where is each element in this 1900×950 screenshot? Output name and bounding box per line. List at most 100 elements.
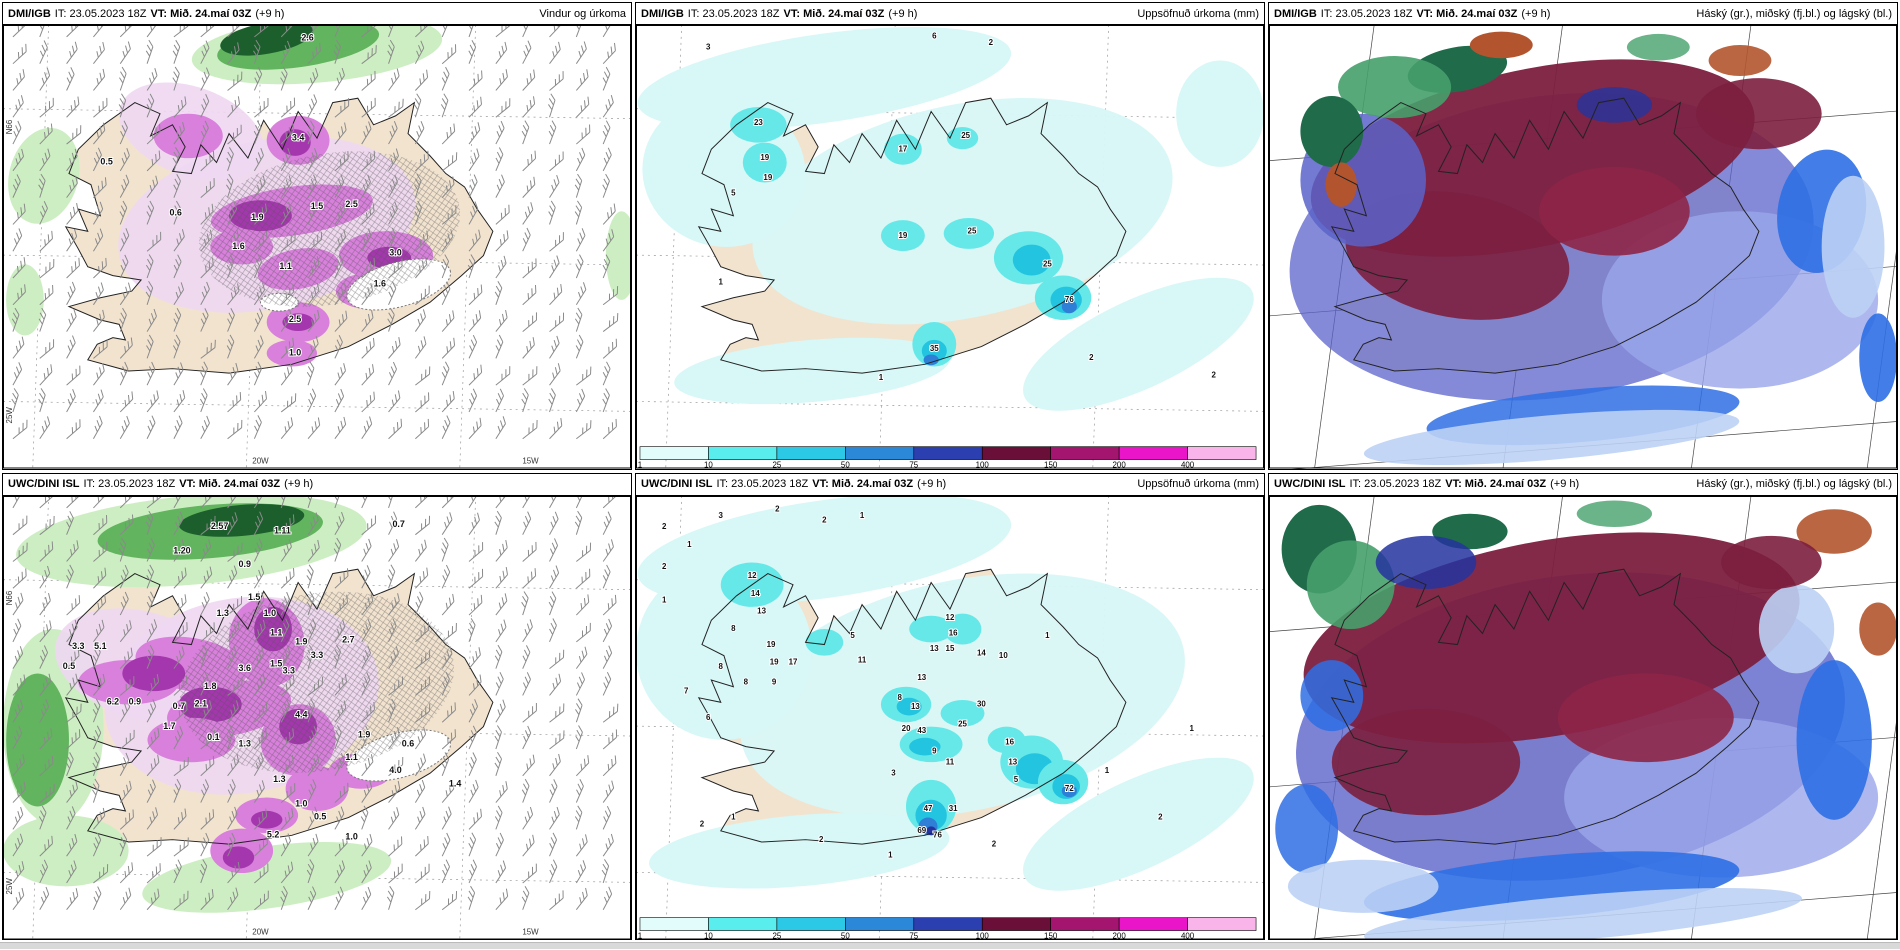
axis-labels: N66 25W 20W 15W bbox=[5, 119, 539, 465]
svg-text:8: 8 bbox=[744, 677, 749, 686]
svg-text:8: 8 bbox=[731, 624, 736, 633]
svg-text:1.11: 1.11 bbox=[274, 525, 291, 535]
coastline bbox=[1330, 568, 1760, 845]
svg-text:9: 9 bbox=[772, 677, 777, 686]
svg-text:5: 5 bbox=[850, 630, 855, 639]
svg-text:N66: N66 bbox=[5, 119, 14, 134]
run-info: UWC/DINI ISL IT: 23.05.2023 18Z VT: Mið. 2… bbox=[1274, 478, 1579, 490]
svg-text:2: 2 bbox=[822, 515, 827, 524]
svg-text:8: 8 bbox=[719, 661, 724, 670]
svg-text:1.4: 1.4 bbox=[449, 778, 461, 788]
svg-text:1.20: 1.20 bbox=[173, 545, 190, 555]
svg-text:1: 1 bbox=[879, 373, 884, 382]
valid-time: VT: Mið. 24.maí 03Z bbox=[179, 478, 281, 490]
coastline bbox=[697, 568, 1127, 845]
map-frame bbox=[3, 25, 631, 469]
svg-text:2: 2 bbox=[700, 819, 705, 828]
svg-text:25: 25 bbox=[1043, 260, 1052, 269]
svg-text:2.57: 2.57 bbox=[211, 521, 228, 531]
svg-text:3.4: 3.4 bbox=[292, 132, 304, 142]
map-frame bbox=[3, 495, 631, 939]
run-info: DMI/IGB IT: 23.05.2023 18Z VT: Mið. 24.maí… bbox=[1274, 8, 1550, 20]
map-frame bbox=[1269, 495, 1897, 939]
colorbar: 1 10 25 50 75 100 150 200 400 bbox=[638, 916, 1257, 939]
map-area: 2.57 1.11 0.7 1.20 0.9 1.5 1.3 1.0 1.1 1.9 2.7 3.3 1… bbox=[3, 495, 631, 939]
svg-text:3: 3 bbox=[891, 768, 896, 777]
svg-text:0.9: 0.9 bbox=[129, 696, 141, 706]
svg-text:4.4: 4.4 bbox=[295, 709, 307, 719]
panel-header: UWC/DINI ISL IT: 23.05.2023 18Z VT: Mið. 2… bbox=[1269, 474, 1897, 496]
svg-text:200: 200 bbox=[1113, 931, 1127, 939]
svg-text:0.7: 0.7 bbox=[173, 700, 185, 710]
value-labels: 2.6 3.4 0.5 0.6 1.9 1.5 2.5 1.6 1.1 3.0 1.6 2.5 1.0 bbox=[99, 31, 402, 358]
valid-time: VT: Mið. 24.maí 03Z bbox=[1445, 478, 1547, 490]
svg-text:100: 100 bbox=[976, 461, 990, 469]
svg-text:1: 1 bbox=[731, 812, 736, 821]
svg-text:1: 1 bbox=[662, 595, 667, 604]
run-info: DMI/IGB IT: 23.05.2023 18Z VT: Mið. 24.maí… bbox=[641, 8, 917, 20]
axis-labels: N66 25W 20W 15W bbox=[5, 590, 539, 936]
run-info: UWC/DINI ISL IT: 23.05.2023 18Z VT: Mið. 2… bbox=[8, 478, 313, 490]
coastline bbox=[697, 97, 1127, 374]
svg-text:17: 17 bbox=[898, 144, 907, 153]
svg-text:3: 3 bbox=[719, 511, 724, 520]
valid-time: VT: Mið. 24.maí 03Z bbox=[783, 7, 885, 20]
svg-text:19: 19 bbox=[763, 173, 772, 182]
svg-text:10: 10 bbox=[999, 650, 1008, 659]
product-title: Uppsöfnuð úrkoma (mm) bbox=[1137, 478, 1259, 490]
svg-text:3: 3 bbox=[706, 42, 711, 51]
svg-text:19: 19 bbox=[898, 231, 907, 240]
svg-text:19: 19 bbox=[760, 153, 769, 162]
model-name: DMI/IGB bbox=[1274, 7, 1317, 20]
svg-text:4.0: 4.0 bbox=[389, 765, 401, 775]
svg-text:1: 1 bbox=[888, 850, 893, 859]
svg-text:1.5: 1.5 bbox=[248, 592, 260, 602]
svg-text:13: 13 bbox=[1008, 757, 1017, 766]
svg-text:3.3: 3.3 bbox=[72, 640, 84, 650]
map-area: 3 6 2 23 19 19 5 17 25 19 25 25 1 76 35 2 2 1 1 10 25 50 75 100… bbox=[636, 25, 1264, 469]
svg-text:1.9: 1.9 bbox=[358, 729, 370, 739]
svg-text:0.5: 0.5 bbox=[63, 660, 75, 670]
svg-text:100: 100 bbox=[976, 931, 990, 939]
svg-text:25: 25 bbox=[772, 461, 781, 469]
value-labels: 3 6 2 23 19 19 5 17 25 19 25 25 1 76 35 2 2 1 bbox=[705, 30, 1217, 382]
svg-text:2: 2 bbox=[819, 834, 824, 843]
svg-text:2: 2 bbox=[775, 504, 780, 513]
svg-text:0.5: 0.5 bbox=[100, 157, 112, 167]
value-labels: 2.57 1.110.71.200.91.51.3 1.01.11.9 2.73.31… bbox=[62, 518, 463, 843]
map-uwc-clouds bbox=[1269, 495, 1897, 939]
svg-text:19: 19 bbox=[767, 639, 776, 648]
product-title: Uppsöfnuð úrkoma (mm) bbox=[1137, 7, 1259, 20]
svg-text:5: 5 bbox=[1014, 775, 1019, 784]
init-time: IT: 23.05.2023 18Z bbox=[716, 478, 809, 490]
svg-text:14: 14 bbox=[977, 648, 986, 657]
svg-text:1.5: 1.5 bbox=[311, 201, 323, 211]
svg-text:1: 1 bbox=[860, 511, 865, 520]
panel-header: DMI/IGB IT: 23.05.2023 18Z VT: Mið. 24.maí… bbox=[1269, 3, 1897, 25]
svg-text:6: 6 bbox=[932, 31, 937, 40]
svg-text:1.0: 1.0 bbox=[289, 347, 301, 357]
svg-text:5: 5 bbox=[731, 189, 736, 198]
svg-text:16: 16 bbox=[949, 628, 958, 637]
svg-text:400: 400 bbox=[1181, 931, 1195, 939]
svg-text:23: 23 bbox=[754, 118, 763, 127]
panel-dmi-clouds: DMI/IGB IT: 23.05.2023 18Z VT: Mið. 24.maí… bbox=[1268, 2, 1898, 470]
svg-text:31: 31 bbox=[949, 803, 958, 812]
svg-text:16: 16 bbox=[1005, 737, 1014, 746]
map-area: 2.6 3.4 0.5 0.6 1.9 1.5 2.5 1.6 1.1 3.0 1.6 2.5 1.0 N… bbox=[3, 25, 631, 469]
map-frame bbox=[636, 25, 1264, 469]
svg-text:72: 72 bbox=[1065, 783, 1074, 792]
svg-text:13: 13 bbox=[757, 606, 766, 615]
svg-text:35: 35 bbox=[930, 344, 939, 353]
svg-text:20: 20 bbox=[902, 724, 911, 733]
init-time: IT: 23.05.2023 18Z bbox=[54, 7, 147, 20]
map-area: 2 1 3 2 2 1 2 1 12 14 13 8 19 19 17 8 8 9 7 11 5 12 16 15 13 14 10… bbox=[636, 495, 1264, 939]
panel-dmi-precip: DMI/IGB IT: 23.05.2023 18Z VT: Mið. 24.maí… bbox=[635, 2, 1265, 470]
lead-time: (+9 h) bbox=[1521, 7, 1551, 20]
product-title: Háský (gr.), miðský (fj.bl.) og lágský (… bbox=[1696, 7, 1892, 20]
svg-text:25W: 25W bbox=[5, 407, 14, 424]
svg-text:19: 19 bbox=[770, 657, 779, 666]
map-dmi-precip: 3 6 2 23 19 19 5 17 25 19 25 25 1 76 35 2 2 1 1 10 25 50 75 100… bbox=[636, 25, 1264, 469]
panel-header: UWC/DINI ISL IT: 23.05.2023 18Z VT: Mið. 2… bbox=[3, 474, 631, 496]
